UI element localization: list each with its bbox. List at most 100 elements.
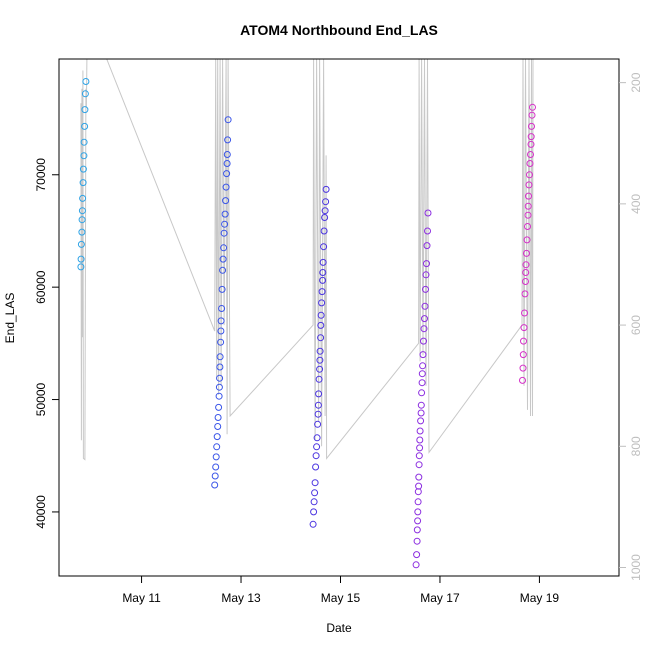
data-point-day5 (528, 111, 536, 119)
data-point-day5 (525, 181, 533, 189)
data-point-day4 (424, 227, 431, 235)
data-point-day4 (423, 242, 431, 250)
data-point-day3 (313, 434, 321, 442)
data-point-day2 (224, 116, 232, 124)
plot-frame (58, 58, 620, 577)
data-point-day1 (77, 263, 85, 271)
data-point-day5 (520, 337, 527, 345)
data-point-day4 (415, 452, 423, 460)
data-point-day5 (519, 351, 527, 359)
data-point-day4 (413, 526, 421, 534)
y2-tick-label: 400 (629, 194, 643, 214)
data-point-day2 (223, 170, 231, 178)
y2-tick-label: 1000 (629, 554, 643, 581)
data-point-day4 (412, 561, 420, 569)
y-tick-label: 50000 (34, 382, 48, 416)
data-point-day4 (423, 260, 430, 268)
data-point-day3 (314, 420, 322, 428)
data-point-day5 (527, 133, 535, 141)
data-point-day1 (80, 152, 88, 160)
data-point-day2 (215, 383, 223, 391)
data-point-day2 (217, 327, 225, 335)
data-point-day3 (319, 269, 327, 276)
data-point-day5 (524, 202, 532, 210)
data-point-day3 (311, 489, 319, 497)
data-point-day4 (414, 498, 422, 506)
data-point-day2 (223, 160, 231, 167)
data-point-day4 (419, 362, 427, 370)
data-point-day2 (220, 244, 228, 252)
data-point-day5 (526, 160, 534, 167)
data-point-day2 (212, 453, 220, 461)
data-point-day5 (523, 249, 530, 257)
data-point-day3 (322, 198, 330, 206)
data-point-day4 (416, 436, 424, 444)
data-point-day5 (522, 278, 529, 285)
data-point-day2 (221, 210, 229, 218)
data-points-layer (77, 78, 536, 569)
data-point-day2 (218, 305, 226, 312)
data-point-day2 (224, 136, 232, 144)
data-point-day4 (422, 285, 429, 293)
data-point-day2 (220, 229, 228, 237)
data-point-day2 (211, 481, 219, 489)
data-point-day5 (527, 151, 534, 158)
data-point-day5 (524, 211, 532, 219)
data-point-day1 (79, 194, 87, 202)
data-point-day2 (216, 353, 224, 361)
data-point-day4 (416, 444, 424, 452)
x-tick-label: May 19 (520, 591, 560, 605)
data-point-day4 (417, 401, 425, 409)
data-point-day5 (524, 223, 531, 230)
data-point-day5 (520, 324, 528, 332)
y2-tick-label: 200 (629, 72, 643, 92)
y-tick-label: 40000 (34, 495, 48, 529)
data-point-day3 (322, 185, 330, 193)
data-point-day2 (216, 363, 224, 371)
data-point-day3 (320, 243, 328, 251)
data-point-day2 (222, 197, 230, 205)
y-axis-title: End_LAS (3, 293, 17, 344)
data-point-day5 (528, 122, 535, 130)
x-tick-label: May 11 (122, 591, 161, 605)
data-point-day2 (217, 317, 225, 325)
data-point-day3 (321, 207, 329, 215)
data-point-day1 (79, 179, 87, 187)
data-point-day1 (81, 90, 89, 98)
data-point-day3 (316, 365, 324, 373)
data-point-day2 (219, 255, 227, 263)
data-point-day3 (318, 299, 326, 307)
data-point-day5 (519, 376, 526, 384)
chart-title: ATOM4 Northbound End_LAS (240, 22, 438, 38)
data-point-day4 (413, 551, 421, 559)
data-point-day3 (317, 311, 325, 319)
data-point-day5 (526, 171, 533, 179)
right-y-axis: 200 400 600 800 1000 (619, 72, 643, 581)
data-point-day1 (79, 165, 87, 173)
data-point-day4 (418, 389, 426, 397)
data-point-day5 (525, 192, 532, 200)
data-point-day2 (222, 183, 230, 191)
data-point-day4 (415, 482, 423, 490)
data-point-day2 (212, 463, 220, 471)
data-point-day5 (527, 140, 535, 148)
data-point-day5 (519, 364, 527, 372)
data-point-day3 (316, 347, 324, 355)
data-point-day4 (419, 351, 427, 359)
data-point-day2 (217, 338, 225, 346)
data-point-day3 (312, 463, 320, 471)
data-point-day4 (417, 409, 425, 417)
data-point-day1 (81, 122, 89, 130)
data-point-day2 (215, 392, 223, 400)
data-point-day3 (317, 334, 325, 342)
data-point-day5 (522, 269, 530, 276)
data-point-day2 (223, 151, 231, 158)
data-point-day4 (418, 370, 426, 378)
data-point-day2 (215, 403, 223, 411)
data-point-day5 (522, 261, 530, 269)
data-point-day3 (321, 214, 329, 221)
x-tick-label: May 13 (221, 591, 261, 605)
data-point-day2 (211, 472, 219, 480)
data-point-day3 (316, 356, 324, 364)
y2-tick-label: 800 (629, 436, 643, 456)
